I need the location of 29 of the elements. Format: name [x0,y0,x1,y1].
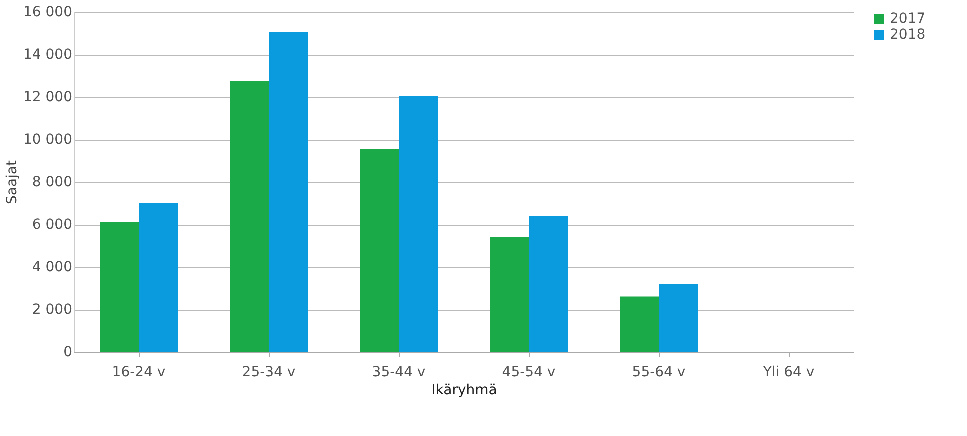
y-tick-label: 12 000 [24,90,72,106]
x-tick-label: 35-44 v [372,364,426,380]
legend-label: 2018 [890,27,926,43]
y-tick-label: 0 [64,344,72,360]
legend-label: 2017 [890,11,926,27]
x-tick-label: 45-54 v [502,364,556,380]
y-tick-label: 16 000 [24,4,72,20]
x-axis-title: Ikäryhmä [432,382,498,398]
x-tick-label: 25-34 v [242,364,296,380]
bar [399,96,438,352]
bar [230,81,269,352]
bar [360,149,399,352]
x-tick-label: 55-64 v [632,364,686,380]
x-tick-label: Yli 64 v [762,364,815,380]
y-tick-label: 4 000 [32,260,72,276]
bar [529,216,568,352]
bar [490,237,529,352]
y-tick-label: 6 000 [32,217,72,233]
y-tick-label: 2 000 [32,302,72,318]
bar [620,296,659,352]
y-tick-label: 14 000 [24,47,72,63]
y-tick-label: 8 000 [32,174,72,190]
y-axis-title: Saajat [4,160,21,205]
bar [100,222,139,352]
bar [659,284,698,352]
x-tick-label: 16-24 v [112,364,166,380]
bar [139,203,178,352]
bar [269,32,308,352]
y-tick-label: 10 000 [24,132,72,148]
